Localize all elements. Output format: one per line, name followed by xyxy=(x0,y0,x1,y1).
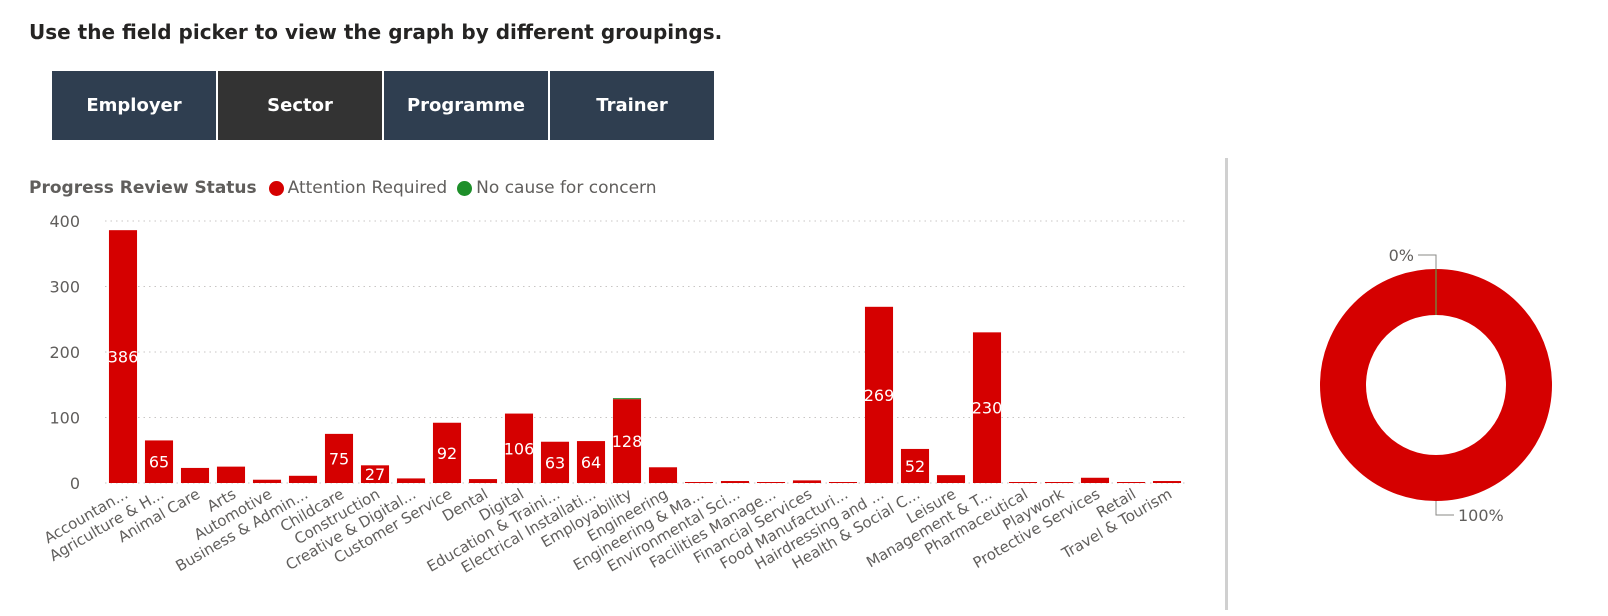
bar-attention-required[interactable] xyxy=(144,440,174,483)
bar-data-label: 106 xyxy=(504,439,535,458)
bar-data-label: 269 xyxy=(864,386,895,405)
donut-slice[interactable] xyxy=(1320,269,1552,501)
y-tick-label: 300 xyxy=(49,278,80,297)
bar-attention-required[interactable] xyxy=(108,230,138,483)
field-picker-programme-button[interactable]: Programme xyxy=(384,71,548,140)
bar-attention-required[interactable] xyxy=(1044,482,1074,483)
bar-data-label: 386 xyxy=(108,348,139,367)
progress-review-bar-chart: 0100200300400386Accountan...65Agricultur… xyxy=(41,212,1185,577)
y-tick-label: 100 xyxy=(49,409,80,428)
y-tick-label: 0 xyxy=(70,474,80,493)
y-tick-label: 200 xyxy=(49,343,80,362)
bar-attention-required[interactable] xyxy=(180,467,210,483)
chart-legend: Progress Review Status Attention Require… xyxy=(29,178,667,198)
donut-leader-line xyxy=(1418,254,1437,269)
legend-marker-no-cause-for-concern xyxy=(457,180,473,196)
bar-data-label: 65 xyxy=(149,453,169,472)
bar-attention-required[interactable] xyxy=(468,479,498,483)
bar-data-label: 92 xyxy=(437,444,457,463)
bar-no-cause-for-concern[interactable] xyxy=(612,398,642,400)
bar-data-label: 63 xyxy=(545,453,565,472)
donut-leader-line xyxy=(1435,501,1454,516)
bar-data-label: 27 xyxy=(365,465,385,484)
bar-attention-required[interactable] xyxy=(972,332,1002,483)
bar-attention-required[interactable] xyxy=(540,441,570,483)
legend-title: Progress Review Status xyxy=(29,178,257,198)
field-picker: Employer Sector Programme Trainer xyxy=(52,71,714,140)
bar-attention-required[interactable] xyxy=(936,475,966,483)
bar-attention-required[interactable] xyxy=(684,482,714,483)
donut-slice-label: 0% xyxy=(1389,246,1414,265)
bar-attention-required[interactable] xyxy=(324,433,354,483)
field-picker-sector-button[interactable]: Sector xyxy=(218,71,382,140)
bar-attention-required[interactable] xyxy=(504,413,534,483)
legend-item-attention-required[interactable]: Attention Required xyxy=(268,178,448,198)
legend-label-no-cause-for-concern: No cause for concern xyxy=(476,178,657,198)
page-instruction: Use the field picker to view the graph b… xyxy=(29,20,723,44)
bar-data-label: 75 xyxy=(329,449,349,468)
field-picker-employer-button[interactable]: Employer xyxy=(52,71,216,140)
legend-label-attention-required: Attention Required xyxy=(287,178,448,198)
bar-data-label: 64 xyxy=(581,453,601,472)
bar-attention-required[interactable] xyxy=(1152,481,1182,483)
bar-attention-required[interactable] xyxy=(432,422,462,483)
bar-attention-required[interactable] xyxy=(792,480,822,483)
bar-attention-required[interactable] xyxy=(900,448,930,483)
bar-attention-required[interactable] xyxy=(828,482,858,483)
bar-attention-required[interactable] xyxy=(1116,482,1146,483)
bar-attention-required[interactable] xyxy=(648,467,678,483)
bar-attention-required[interactable] xyxy=(396,478,426,483)
bar-attention-required[interactable] xyxy=(756,482,786,483)
visual-divider xyxy=(1225,158,1228,610)
bar-attention-required[interactable] xyxy=(360,465,390,483)
bar-attention-required[interactable] xyxy=(576,441,606,483)
bar-attention-required[interactable] xyxy=(252,479,282,483)
bar-data-label: 52 xyxy=(905,457,925,476)
y-tick-label: 400 xyxy=(49,212,80,231)
bar-attention-required[interactable] xyxy=(720,481,750,483)
field-picker-trainer-button[interactable]: Trainer xyxy=(550,71,714,140)
legend-item-no-cause-for-concern[interactable]: No cause for concern xyxy=(457,178,657,198)
bar-attention-required[interactable] xyxy=(216,466,246,483)
bar-attention-required[interactable] xyxy=(1080,477,1110,483)
bar-attention-required[interactable] xyxy=(612,399,642,483)
bar-attention-required[interactable] xyxy=(864,306,894,483)
bar-attention-required[interactable] xyxy=(1008,482,1038,483)
bar-data-label: 230 xyxy=(972,399,1003,418)
bar-data-label: 128 xyxy=(612,432,643,451)
legend-marker-attention-required xyxy=(268,180,284,196)
bar-attention-required[interactable] xyxy=(288,475,318,483)
donut-slice-label: 100% xyxy=(1458,506,1504,525)
